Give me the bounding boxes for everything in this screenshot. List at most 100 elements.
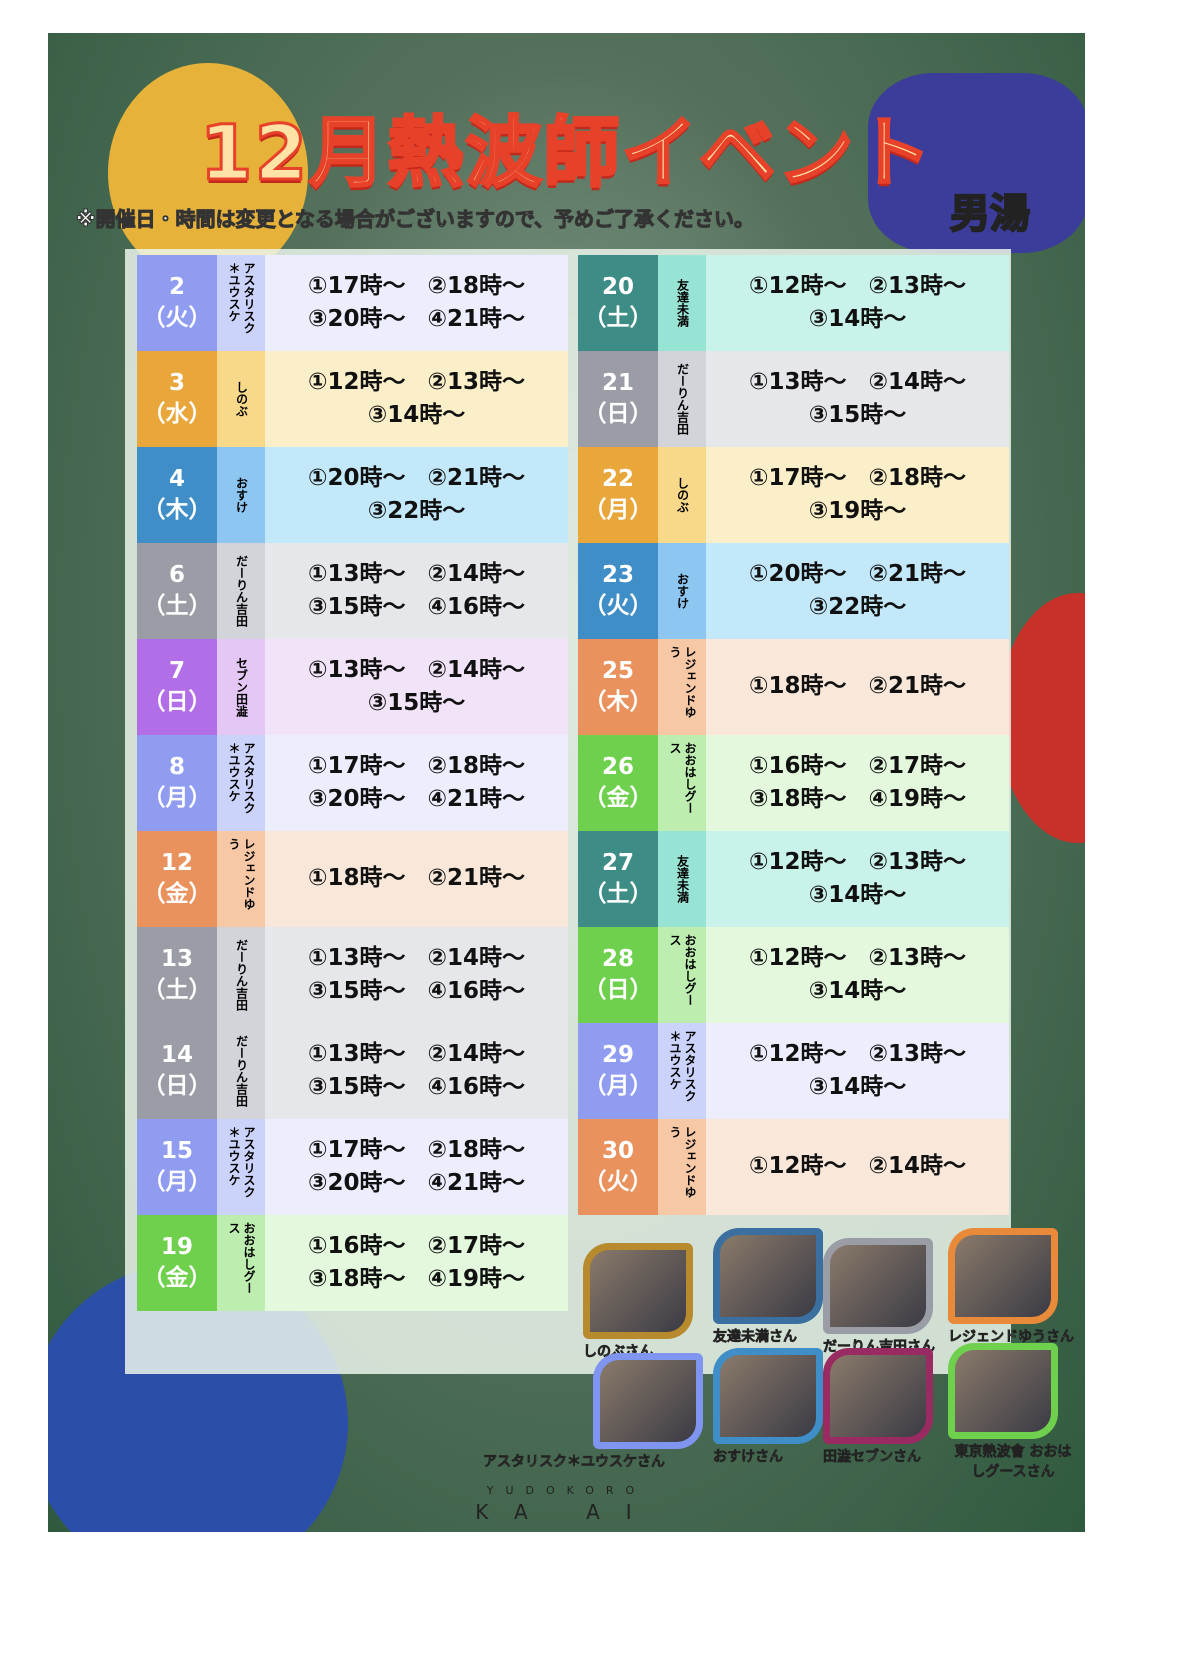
day-of-week: （土） <box>142 593 212 619</box>
schedule-row: 8 （月） アスタリスク＊ユウスケ ①17時～ ②18時～ ③20時～ ④21時～ <box>137 735 568 831</box>
time-line-2: ③15時～ ④16時～ <box>308 1074 525 1100</box>
day-of-week: （水） <box>142 401 212 427</box>
times-cell: ①17時～ ②18時～ ③20時～ ④21時～ <box>265 735 568 831</box>
performer-photo <box>948 1343 1058 1439</box>
schedule-left-column: 2 （火） アスタリスク＊ユウスケ ①17時～ ②18時～ ③20時～ ④21時～ 3 （水… <box>137 255 568 1311</box>
day-of-week: （土） <box>583 305 653 331</box>
ribbon-decoration <box>868 73 1085 253</box>
times-cell: ①16時～ ②17時～ ③18時～ ④19時～ <box>265 1215 568 1311</box>
performer-cell: だーりん吉田 <box>217 1023 265 1119</box>
times-cell: ①13時～ ②14時～ ③15時～ <box>265 639 568 735</box>
performer-name: だーりん吉田 <box>234 1035 249 1107</box>
schedule-row: 2 （火） アスタリスク＊ユウスケ ①17時～ ②18時～ ③20時～ ④21時～ <box>137 255 568 351</box>
poster: 12月熱波師イベント ※開催日・時間は変更となる場合がございますので、予めご了承… <box>48 33 1085 1532</box>
date-cell: 25 （木） <box>578 639 658 735</box>
date-cell: 12 （金） <box>137 831 217 927</box>
date-cell: 28 （日） <box>578 927 658 1023</box>
date-cell: 7 （日） <box>137 639 217 735</box>
performer-photo <box>713 1228 823 1324</box>
performer-name: 友達未満 <box>675 279 690 327</box>
day-number: 8 <box>168 753 185 780</box>
day-of-week: （土） <box>583 881 653 907</box>
day-of-week: （月） <box>583 1073 653 1099</box>
photo-caption: アスタリスク＊ユウスケさん <box>483 1454 666 1471</box>
performer-photo <box>713 1348 823 1444</box>
date-cell: 27 （土） <box>578 831 658 927</box>
time-line-2: ③22時～ <box>367 498 466 524</box>
date-cell: 15 （月） <box>137 1119 217 1215</box>
schedule-row: 26 （金） おおはしグース ①16時～ ②17時～ ③18時～ ④19時～ <box>578 735 1009 831</box>
date-cell: 29 （月） <box>578 1023 658 1119</box>
date-cell: 26 （金） <box>578 735 658 831</box>
day-number: 27 <box>601 849 634 876</box>
day-of-week: （日） <box>583 977 653 1003</box>
time-line-1: ①12時～ ②13時～ <box>749 944 966 971</box>
times-cell: ①20時～ ②21時～ ③22時～ <box>706 543 1009 639</box>
time-line-1: ①12時～ ②13時～ <box>308 368 525 395</box>
schedule-row: 22 （月） しのぶ ①17時～ ②18時～ ③19時～ <box>578 447 1009 543</box>
time-line-1: ①13時～ ②14時～ <box>308 1040 525 1067</box>
schedule-row: 27 （土） 友達未満 ①12時～ ②13時～ ③14時～ <box>578 831 1009 927</box>
time-line-2: ③14時～ <box>808 1074 907 1100</box>
schedule-row: 14 （日） だーりん吉田 ①13時～ ②14時～ ③15時～ ④16時～ <box>137 1023 568 1119</box>
performer-name: アスタリスク＊ユウスケ <box>668 1030 697 1102</box>
time-line-1: ①12時～ ②13時～ <box>749 272 966 299</box>
performer-name: おすけ <box>234 477 249 513</box>
day-number: 12 <box>160 849 193 876</box>
performer-cell: アスタリスク＊ユウスケ <box>217 1119 265 1215</box>
performer-name: しのぶ <box>234 381 249 417</box>
performer-cell: セブン田澁 <box>217 639 265 735</box>
time-line-1: ①13時～ ②14時～ <box>749 368 966 395</box>
time-line-2: ③15時～ <box>808 402 907 428</box>
times-cell: ①20時～ ②21時～ ③22時～ <box>265 447 568 543</box>
day-number: 22 <box>601 465 634 492</box>
performer-cell: だーりん吉田 <box>658 351 706 447</box>
time-line-1: ①17時～ ②18時～ <box>308 752 525 779</box>
performer-name: おおはしグース <box>668 934 697 1006</box>
ornament-red-decoration <box>998 593 1085 843</box>
date-cell: 21 （日） <box>578 351 658 447</box>
times-cell: ①12時～ ②13時～ ③14時～ <box>706 927 1009 1023</box>
day-number: 2 <box>168 273 185 300</box>
schedule-row: 3 （水） しのぶ ①12時～ ②13時～ ③14時～ <box>137 351 568 447</box>
performer-photos: しのぶさん 友達未満さん だーりん吉田さん レジェンドゆうさん アスタリスク＊ユウスケさ… <box>483 1228 1085 1480</box>
photo-caption: おすけさん <box>713 1449 784 1466</box>
photo-caption: 田澁セブンさん <box>823 1449 922 1466</box>
performer-name: しのぶ <box>675 477 690 513</box>
time-line-1: ①18時～ ②21時～ <box>308 865 525 892</box>
time-line-2: ③18時～ ④19時～ <box>308 1266 525 1292</box>
performer-name: レジェンドゆう <box>668 1126 697 1198</box>
day-number: 20 <box>601 273 634 300</box>
day-number: 25 <box>601 657 634 684</box>
performer-cell: 友達未満 <box>658 831 706 927</box>
day-of-week: （金） <box>142 1265 212 1291</box>
performer-name: レジェンドゆう <box>227 838 256 910</box>
notice-text: ※開催日・時間は変更となる場合がございますので、予めご了承ください。 <box>75 207 755 232</box>
performer-cell: アスタリスク＊ユウスケ <box>217 735 265 831</box>
time-line-1: ①20時～ ②21時～ <box>749 560 966 587</box>
times-cell: ①18時～ ②21時～ <box>265 831 568 927</box>
time-line-1: ①12時～ ②14時～ <box>749 1153 966 1180</box>
performer-cell: おすけ <box>217 447 265 543</box>
day-number: 6 <box>168 561 185 588</box>
day-number: 23 <box>601 561 634 588</box>
time-line-2: ③22時～ <box>808 594 907 620</box>
performer-cell: だーりん吉田 <box>217 543 265 639</box>
day-number: 13 <box>160 945 193 972</box>
time-line-1: ①17時～ ②18時～ <box>308 1136 525 1163</box>
day-of-week: （金） <box>142 881 212 907</box>
page-title: 12月熱波師イベント <box>198 107 934 199</box>
day-number: 7 <box>168 657 185 684</box>
day-of-week: （金） <box>583 785 653 811</box>
time-line-2: ③20時～ ④21時～ <box>308 306 525 332</box>
day-of-week: （木） <box>142 497 212 523</box>
date-cell: 19 （金） <box>137 1215 217 1311</box>
day-number: 26 <box>601 753 634 780</box>
time-line-2: ③14時～ <box>367 402 466 428</box>
date-cell: 22 （月） <box>578 447 658 543</box>
performer-cell: 友達未満 <box>658 255 706 351</box>
times-cell: ①12時～ ②14時～ <box>706 1119 1009 1215</box>
time-line-2: ③15時～ <box>367 690 466 716</box>
performer-cell: しのぶ <box>658 447 706 543</box>
performer-photo <box>583 1243 693 1339</box>
